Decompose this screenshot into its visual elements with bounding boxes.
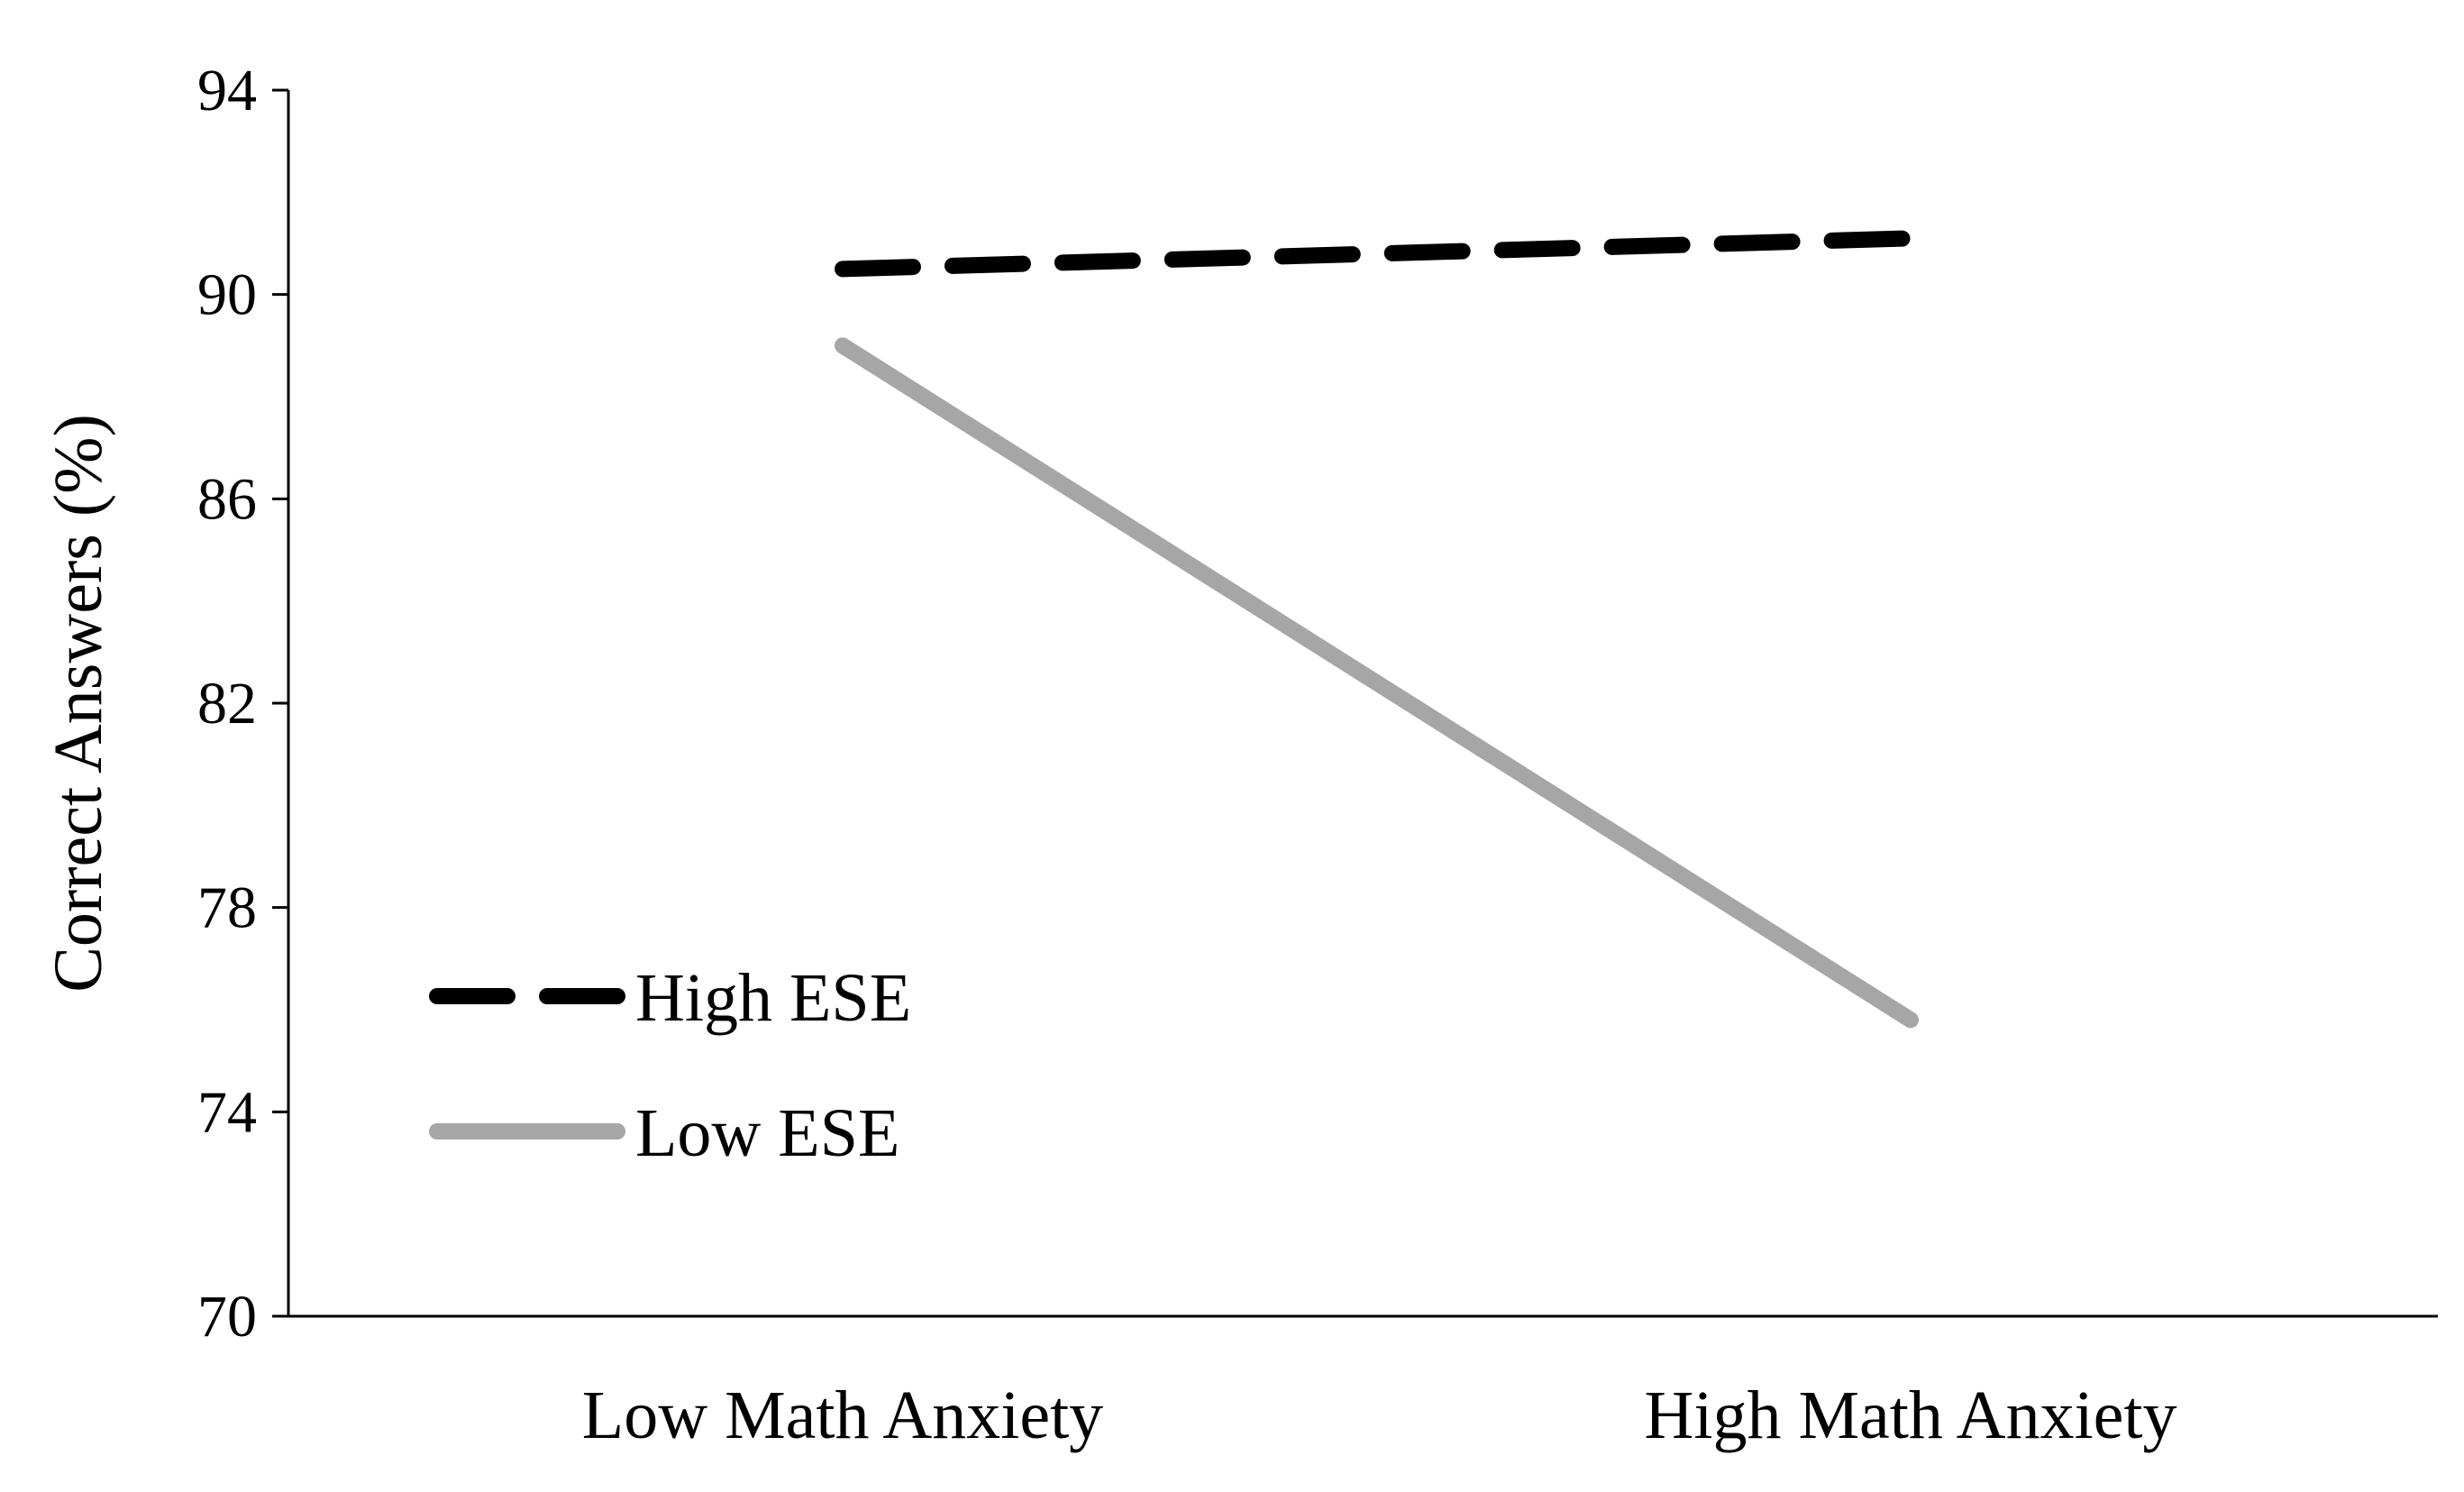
series-layer [835,230,1919,1029]
series-line-low-ese [835,337,1919,1029]
x-axis: Low Math Anxiety High Math Anxiety [288,1314,2438,1453]
legend-label: High ESE [635,960,911,1036]
legend: High ESE Low ESE [429,960,911,1171]
x-category-labels: Low Math Anxiety High Math Anxiety [582,1378,2177,1453]
y-tick-label: 82 [197,671,257,737]
y-tick-label: 94 [197,58,257,124]
x-category-label: Low Math Anxiety [582,1378,1103,1453]
y-tick-label: 70 [197,1284,257,1350]
legend-label: Low ESE [635,1095,899,1171]
series-line-high-ese [835,230,1919,278]
y-axis: 70 74 78 82 86 90 94 [197,58,290,1350]
y-ticks: 70 74 78 82 86 90 94 [197,58,288,1350]
x-category-label: High Math Anxiety [1644,1378,2177,1453]
y-tick-label: 74 [197,1079,257,1145]
y-tick-label: 86 [197,466,257,532]
y-tick-label: 90 [197,262,257,328]
y-tick-label: 78 [197,875,257,941]
y-axis-title: Correct Answers (%) [41,414,116,993]
